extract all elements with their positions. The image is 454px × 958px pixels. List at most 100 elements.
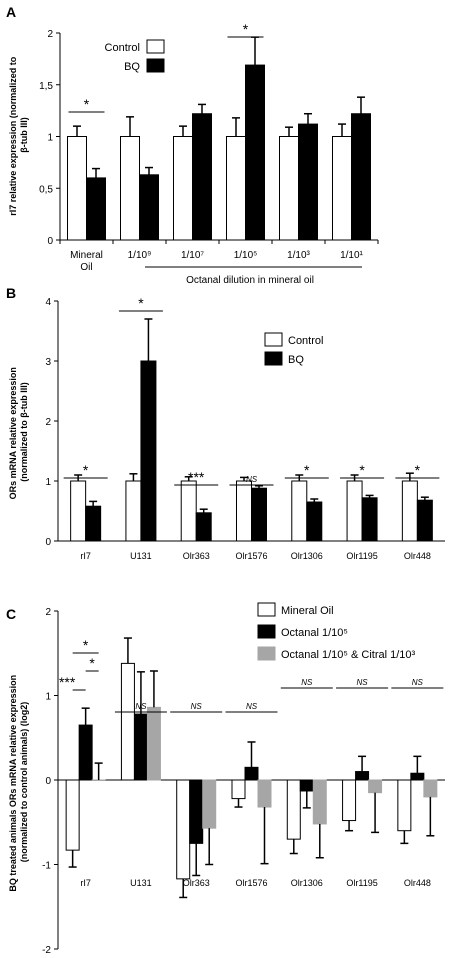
p1-category-label-mineral-oil-1: Mineral — [70, 250, 103, 261]
p2-ytick-label-3: 3 — [45, 357, 51, 368]
p2-ytick-label-0: 0 — [45, 537, 51, 548]
p3-ytick-label-0: -2 — [42, 945, 51, 956]
p1-bar-bq-1-10 — [351, 113, 371, 241]
p1-ytick-label-0: 0 — [47, 236, 53, 247]
p2-ytick-label-1: 1 — [45, 477, 51, 488]
p3-bar-octanal-1-10-citral-1-10-olr1306 — [312, 779, 327, 825]
p1-sig-label-0: * — [84, 96, 90, 112]
p3-category-label-u131: U131 — [130, 878, 152, 888]
p3-bar-mineral-oil-olr1195 — [342, 779, 357, 822]
p2-sig-label-5: * — [359, 462, 365, 478]
p2-ytick-label-2: 2 — [45, 417, 51, 428]
p3-sig-label-olr448: NS — [412, 678, 424, 687]
p3-bar-mineral-oil-olr1576 — [231, 779, 246, 800]
p3-bar-mineral-oil-olr363 — [176, 779, 191, 880]
p3-bar-octanal-1-10-ri7 — [78, 724, 93, 781]
p2-sig-label-4: * — [304, 462, 310, 478]
p3-ytick-label-2: 0 — [45, 776, 51, 787]
p3-ytick-label-4: 2 — [45, 607, 51, 618]
y-axis-title-a-line-2: β-tub III) — [19, 117, 29, 152]
p3-bar-octanal-1-10-citral-1-10-u131 — [146, 706, 161, 781]
p1-category-label-1-10: 1/10¹ — [340, 250, 363, 261]
p3-sig-label-rI7-0: * — [83, 637, 89, 653]
p1-ytick-label-2: 1 — [47, 133, 53, 144]
p2-bar-bq-olr1576 — [251, 487, 267, 542]
legend-label-mineral-oil: Mineral Oil — [281, 605, 334, 617]
p2-sig-label-6: * — [415, 462, 421, 478]
p2-bar-control-olr448 — [401, 480, 418, 542]
p2-category-label-ri7: rI7 — [80, 551, 91, 561]
plot-c: -2 -1 0 1 2 rI7 U131 Olr363 Olr1576 Olr1306 Olr119… — [42, 607, 445, 956]
p3-ytick-label-3: 1 — [45, 692, 51, 703]
p3-sig-label-rI7-1: * — [89, 655, 95, 671]
legend-label-control-a: Control — [105, 42, 140, 54]
p2-category-label-olr448: Olr448 — [404, 551, 431, 561]
p1-bar-control-1-10 — [332, 136, 352, 241]
legend-swatch-control-b — [264, 332, 283, 347]
p3-category-label-olr1195: Olr1195 — [346, 878, 377, 888]
p2-bar-control-olr1306 — [291, 480, 308, 542]
p1-bar-control-mineral-oil — [67, 136, 87, 241]
p3-category-label-olr363: Olr363 — [183, 878, 210, 888]
p1-category-label-1-10: 1/10⁵ — [234, 250, 258, 261]
p2-bar-control-ri7 — [70, 480, 87, 542]
p2-ytick-label-4: 4 — [45, 297, 51, 308]
p2-bar-bq-ri7 — [85, 505, 102, 542]
group-label-a: Octanal dilution in mineral oil — [186, 275, 314, 286]
p3-bar-octanal-1-10-olr448 — [410, 772, 425, 781]
p1-ytick-label-3: 1,5 — [39, 81, 53, 92]
p3-sig-label-rI7-2: *** — [59, 674, 76, 690]
p1-bar-bq-1-10 — [245, 64, 265, 241]
p2-bar-bq-olr1195 — [361, 497, 378, 542]
p1-category-label-1-10: 1/10³ — [287, 250, 310, 261]
p3-bar-octanal-1-10-olr1195 — [355, 771, 370, 781]
legend-label-bq-a: BQ — [124, 61, 140, 73]
p3-ytick-label-1: -1 — [42, 861, 51, 872]
y-axis-title-c-line-1: BQ treated animals ORs mRNA relative exp… — [8, 675, 18, 892]
legend-swatch-control-a — [146, 39, 165, 54]
p2-category-label-olr363: Olr363 — [183, 551, 210, 561]
p3-category-label-olr1576: Olr1576 — [235, 878, 267, 888]
p2-sig-label-0: * — [83, 462, 89, 478]
y-axis-title-b-line-2: (normalized to β-tub III) — [19, 382, 29, 481]
p2-category-label-olr1306: Olr1306 — [291, 551, 323, 561]
p3-category-label-ri7: rI7 — [80, 878, 91, 888]
p2-sig-label-2: *** — [188, 469, 205, 485]
p3-sig-label-olr1306: NS — [301, 678, 313, 687]
legend-swatch-bq-b — [264, 351, 283, 366]
p3-sig-label-olr1576: NS — [246, 702, 258, 711]
p3-sig-label-u131: NS — [135, 702, 147, 711]
legend-c: Mineral Oil Octanal 1/10⁵ Octanal 1/10⁵ … — [257, 602, 416, 661]
y-axis-title-a-line-1: rI7 relative expression (normalized to — [8, 56, 18, 216]
legend-label-octanal-citral: Octanal 1/10⁵ & Citral 1/10³ — [281, 649, 416, 661]
p3-bar-octanal-1-10-citral-1-10-olr363 — [202, 779, 217, 829]
p2-bar-control-olr363 — [180, 480, 197, 542]
legend-swatch-octanal — [257, 624, 276, 639]
y-axis-title-b-line-1: ORs mRNA relative expression — [8, 367, 18, 499]
p2-sig-label-1: * — [138, 295, 144, 311]
p2-category-label-olr1576: Olr1576 — [235, 551, 267, 561]
legend-label-bq-b: BQ — [288, 354, 304, 366]
p3-category-label-olr448: Olr448 — [404, 878, 431, 888]
p2-bar-control-u131 — [125, 480, 142, 542]
p1-bar-bq-mineral-oil — [86, 177, 106, 241]
panel-label-a: A — [6, 4, 16, 20]
p2-bar-bq-olr448 — [416, 499, 433, 542]
p3-sig-label-olr1195: NS — [357, 678, 369, 687]
legend-swatch-bq-a — [146, 58, 165, 73]
legend-label-octanal: Octanal 1/10⁵ — [281, 627, 348, 639]
p3-bar-octanal-1-10-olr1576 — [244, 766, 259, 781]
p3-sig-label-olr363: NS — [191, 702, 203, 711]
legend-b: Control BQ — [264, 332, 323, 366]
p3-bar-octanal-1-10-citral-1-10-olr1576 — [257, 779, 272, 808]
p2-bar-bq-olr363 — [195, 512, 212, 542]
p3-bar-octanal-1-10-olr1306 — [299, 779, 314, 792]
p3-bar-octanal-1-10-olr363 — [189, 779, 204, 844]
p2-bar-bq-u131 — [140, 360, 157, 542]
p1-bar-control-1-10 — [173, 136, 193, 241]
p1-category-label-mineral-oil-2: Oil — [80, 262, 92, 273]
p1-sig-label-1: * — [243, 21, 249, 37]
legend-swatch-mineral-oil — [257, 602, 276, 617]
p1-bar-bq-1-10 — [139, 174, 159, 241]
